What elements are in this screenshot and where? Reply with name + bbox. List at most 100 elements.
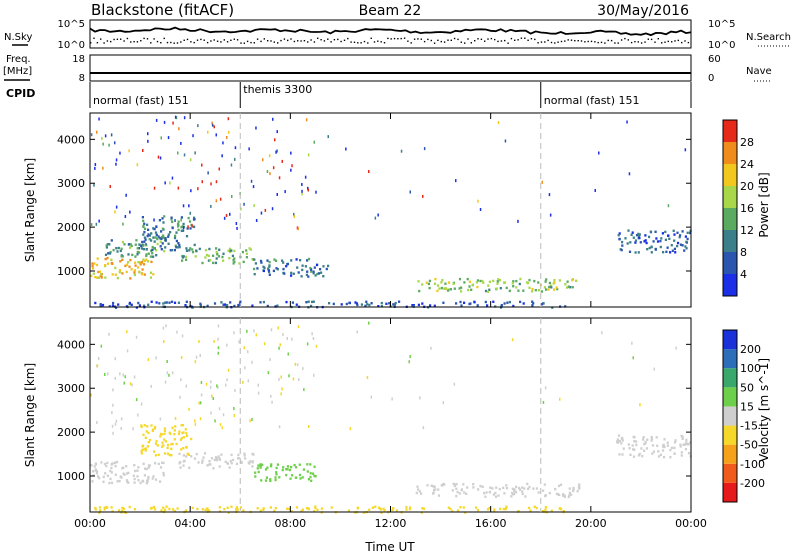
range-cell xyxy=(129,243,132,246)
range-cell xyxy=(178,430,181,433)
range-cell xyxy=(114,461,117,464)
range-cell xyxy=(96,257,99,260)
range-cell xyxy=(245,252,248,255)
nsearch-point xyxy=(610,39,613,42)
range-cell xyxy=(199,302,202,305)
range-cell xyxy=(631,444,634,447)
nsearch-point xyxy=(370,37,372,39)
range-cell xyxy=(421,283,424,286)
range-cell xyxy=(169,181,171,185)
range-cell xyxy=(167,233,170,236)
range-cell xyxy=(233,414,235,418)
range-cell xyxy=(270,465,273,468)
range-cell xyxy=(292,377,295,381)
nsearch-point xyxy=(160,42,162,44)
range-cell xyxy=(408,360,410,364)
range-cell xyxy=(618,453,621,456)
nsearch-point xyxy=(156,40,159,43)
range-cell xyxy=(140,424,143,427)
range-cell xyxy=(561,494,565,497)
range-cell xyxy=(661,232,664,235)
range-cell xyxy=(226,343,228,347)
range-cell xyxy=(185,249,189,252)
range-cell xyxy=(145,248,148,251)
range-cell xyxy=(147,475,150,479)
colorbar-swatch xyxy=(723,120,737,142)
range-cell xyxy=(137,261,140,264)
range-cell xyxy=(463,281,466,284)
range-cell xyxy=(288,468,292,472)
date-title: 30/May/2016 xyxy=(597,3,689,19)
range-cell xyxy=(377,305,380,308)
range-cell xyxy=(301,189,303,193)
nsearch-point xyxy=(530,38,533,40)
nsearch-point xyxy=(490,37,493,40)
range-cell xyxy=(114,357,116,361)
nave-label: Nave xyxy=(746,66,772,77)
range-cell xyxy=(349,427,352,431)
range-cell xyxy=(471,283,474,286)
range-cell xyxy=(215,458,219,462)
range-cell xyxy=(270,328,273,332)
range-cell xyxy=(370,302,373,305)
range-cell xyxy=(187,225,189,229)
range-cell xyxy=(290,168,292,172)
range-cell xyxy=(380,511,383,514)
nsearch-point xyxy=(614,42,616,44)
nsearch-point xyxy=(671,41,673,43)
range-cell xyxy=(147,358,150,362)
range-cell xyxy=(527,487,530,491)
range-cell xyxy=(356,506,359,510)
range-cell xyxy=(102,475,105,479)
range-cell xyxy=(193,216,196,219)
nsearch-point xyxy=(420,38,422,40)
range-cell xyxy=(511,487,514,491)
range-cell xyxy=(383,509,386,512)
colorbar-swatch xyxy=(723,252,737,274)
range-cell xyxy=(538,289,541,292)
range-cell xyxy=(149,507,153,510)
range-cell xyxy=(230,462,233,465)
range-cell xyxy=(146,234,149,238)
range-cell xyxy=(201,461,204,464)
range-cell xyxy=(92,272,95,275)
range-cell xyxy=(91,262,94,265)
range-cell xyxy=(257,470,260,474)
range-cell xyxy=(132,427,134,431)
range-cell xyxy=(282,466,285,469)
colorbar-swatch xyxy=(723,208,737,230)
range-cell xyxy=(465,492,468,495)
range-cell xyxy=(627,443,630,446)
range-cell xyxy=(269,358,271,361)
range-cell xyxy=(327,264,330,268)
range-cell xyxy=(193,243,196,247)
range-cell xyxy=(90,133,93,137)
range-cell xyxy=(143,227,147,230)
range-cell xyxy=(267,371,270,375)
range-cell xyxy=(299,477,302,480)
nsearch-tick-bottom: 10^0 xyxy=(708,40,735,51)
range-cell xyxy=(310,304,313,308)
range-cell xyxy=(240,461,243,464)
range-cell xyxy=(291,301,294,304)
range-cell xyxy=(133,508,137,511)
range-cell xyxy=(460,290,463,293)
range-cell xyxy=(259,259,263,263)
range-cell xyxy=(153,450,156,453)
range-cell xyxy=(147,431,150,435)
range-cell xyxy=(562,510,565,513)
range-cell xyxy=(105,246,108,249)
range-cell xyxy=(628,172,631,176)
range-cell xyxy=(421,507,424,510)
range-cell xyxy=(159,156,162,160)
range-cell xyxy=(122,222,124,226)
range-cell xyxy=(558,484,561,488)
range-cell xyxy=(203,452,207,455)
range-cell xyxy=(211,394,213,398)
range-cell xyxy=(164,440,167,443)
range-cell xyxy=(163,427,166,430)
x-tick-label: 04:00 xyxy=(174,517,206,530)
nsearch-point xyxy=(343,39,346,41)
range-cell xyxy=(526,281,530,285)
range-cell xyxy=(449,288,452,291)
